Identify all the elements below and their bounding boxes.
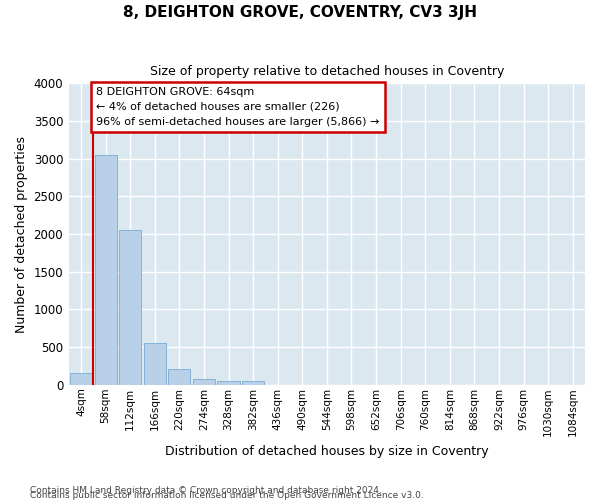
Y-axis label: Number of detached properties: Number of detached properties	[15, 136, 28, 332]
Bar	[95, 155, 116, 385]
Bar	[217, 381, 239, 385]
Bar	[193, 380, 215, 385]
Text: Contains public sector information licensed under the Open Government Licence v3: Contains public sector information licen…	[30, 491, 424, 500]
Bar	[119, 230, 141, 385]
Text: 8, DEIGHTON GROVE, COVENTRY, CV3 3JH: 8, DEIGHTON GROVE, COVENTRY, CV3 3JH	[123, 5, 477, 20]
Text: Contains HM Land Registry data © Crown copyright and database right 2024.: Contains HM Land Registry data © Crown c…	[30, 486, 382, 495]
Title: Size of property relative to detached houses in Coventry: Size of property relative to detached ho…	[149, 65, 504, 78]
Bar	[144, 344, 166, 385]
Bar	[169, 369, 190, 385]
Text: 8 DEIGHTON GROVE: 64sqm
← 4% of detached houses are smaller (226)
96% of semi-de: 8 DEIGHTON GROVE: 64sqm ← 4% of detached…	[96, 87, 380, 126]
X-axis label: Distribution of detached houses by size in Coventry: Distribution of detached houses by size …	[165, 444, 488, 458]
Bar	[70, 373, 92, 385]
Bar	[242, 382, 264, 385]
